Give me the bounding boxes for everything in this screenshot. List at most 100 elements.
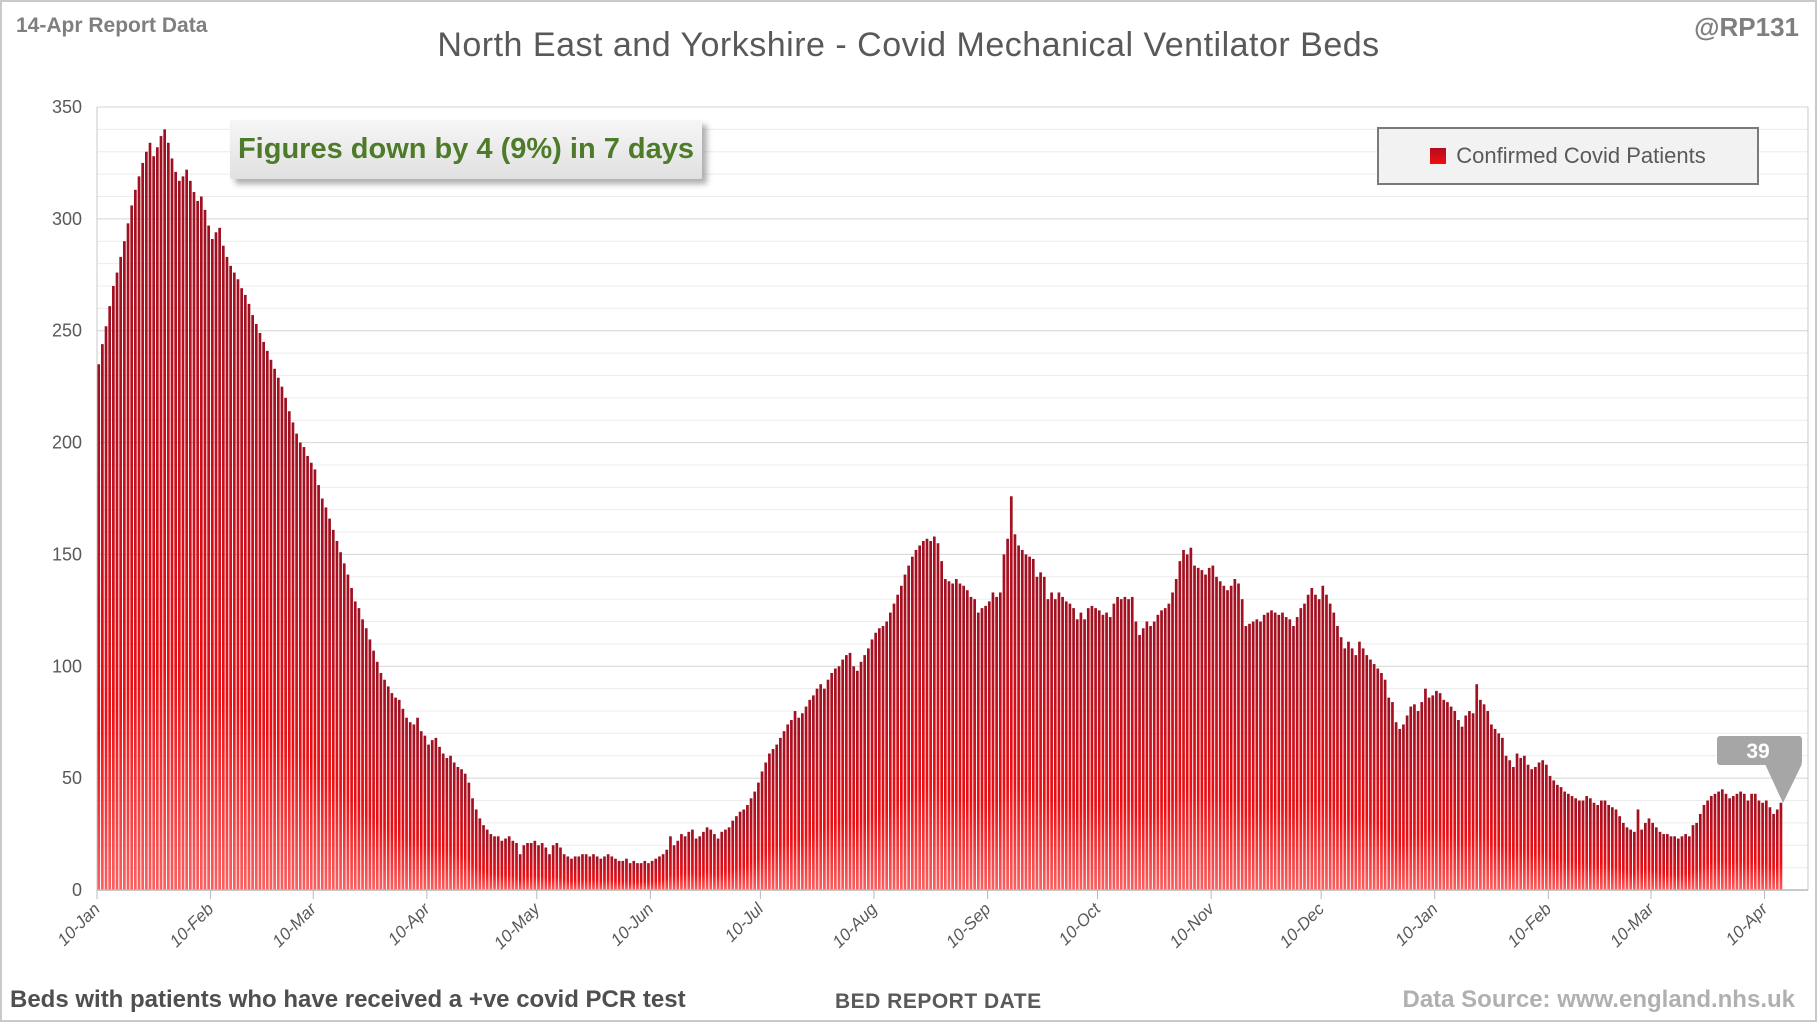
bar (830, 673, 834, 890)
bar (522, 845, 526, 890)
bar (910, 556, 914, 890)
bar (1735, 793, 1739, 890)
bar (1090, 605, 1094, 890)
bar (1552, 780, 1556, 890)
bar (1182, 549, 1185, 890)
bar (1775, 809, 1779, 890)
bar (1207, 567, 1211, 890)
bar (185, 169, 189, 890)
bar (1501, 737, 1504, 890)
bar (353, 601, 357, 890)
bar (632, 860, 636, 890)
bar (801, 713, 804, 890)
bar (97, 364, 101, 890)
bar (1662, 834, 1665, 890)
bar (1687, 836, 1691, 890)
bar (386, 686, 390, 890)
bar (687, 831, 691, 890)
bar (995, 596, 998, 890)
bar (1292, 626, 1295, 890)
bar (1204, 574, 1207, 890)
bar (364, 628, 368, 890)
bar (108, 306, 112, 890)
bar (265, 350, 269, 891)
bar (1530, 769, 1534, 890)
bar (1196, 567, 1200, 890)
bar (1123, 596, 1127, 890)
bar (1753, 793, 1757, 890)
bar (269, 359, 273, 890)
bar (1468, 711, 1471, 890)
bar (1647, 818, 1651, 890)
bar (669, 836, 672, 890)
bar (1189, 547, 1193, 890)
bar (1017, 545, 1020, 890)
bar (163, 129, 167, 890)
bar (449, 755, 452, 890)
bar (507, 836, 511, 890)
bar (130, 205, 134, 890)
bar (1061, 596, 1064, 890)
bar (878, 628, 881, 890)
bar (375, 661, 379, 890)
bar (504, 838, 507, 890)
bar (570, 858, 573, 890)
bar (1372, 664, 1376, 890)
bar (1559, 787, 1563, 890)
bar (823, 688, 826, 890)
bar (1361, 648, 1365, 890)
bar (1665, 834, 1669, 890)
bar (1028, 556, 1031, 890)
bar (1515, 753, 1519, 890)
bar (361, 619, 364, 890)
bar (1746, 800, 1750, 890)
bar (815, 688, 819, 890)
y-tick-label: 50 (62, 768, 82, 788)
bar (1632, 831, 1636, 890)
x-axis-title: BED REPORT DATE (835, 990, 1042, 1013)
bar (954, 579, 958, 890)
bar (1240, 599, 1244, 890)
bar (1328, 603, 1332, 890)
bar (1042, 576, 1046, 890)
bar (551, 845, 555, 890)
bar (1156, 614, 1160, 890)
bar (1387, 697, 1391, 890)
bar (738, 811, 742, 890)
bar (577, 856, 581, 890)
x-tick-label: 10-Jan (54, 899, 104, 949)
bar (588, 856, 592, 890)
bar (1398, 728, 1402, 890)
report-date-label: 14-Apr Report Data (16, 14, 208, 37)
bar (1541, 760, 1545, 890)
bar (1750, 793, 1753, 890)
bar (152, 156, 156, 891)
bar (438, 746, 441, 890)
bar (1141, 628, 1145, 890)
bar (335, 541, 339, 890)
bar (592, 854, 595, 890)
bar (1420, 702, 1424, 890)
callout-value: 39 (1746, 740, 1769, 763)
bar (1618, 816, 1622, 890)
bar (401, 708, 405, 890)
bar (390, 693, 394, 890)
bar (1724, 793, 1728, 890)
bar (716, 838, 720, 890)
x-tick-label: 10-Sep (942, 899, 994, 951)
bar (1310, 587, 1314, 890)
bar (1676, 838, 1680, 890)
bar (896, 594, 900, 890)
bar (1138, 634, 1141, 890)
bar (1167, 603, 1171, 890)
y-tick-label: 350 (52, 97, 82, 117)
author-handle: @RP131 (1694, 12, 1799, 42)
bar (1479, 699, 1482, 890)
bar (500, 840, 504, 890)
bar (181, 176, 185, 891)
bar (1695, 822, 1698, 890)
bar (104, 326, 108, 890)
bar (1416, 711, 1420, 890)
bar (1211, 565, 1215, 890)
bar (1259, 621, 1262, 890)
